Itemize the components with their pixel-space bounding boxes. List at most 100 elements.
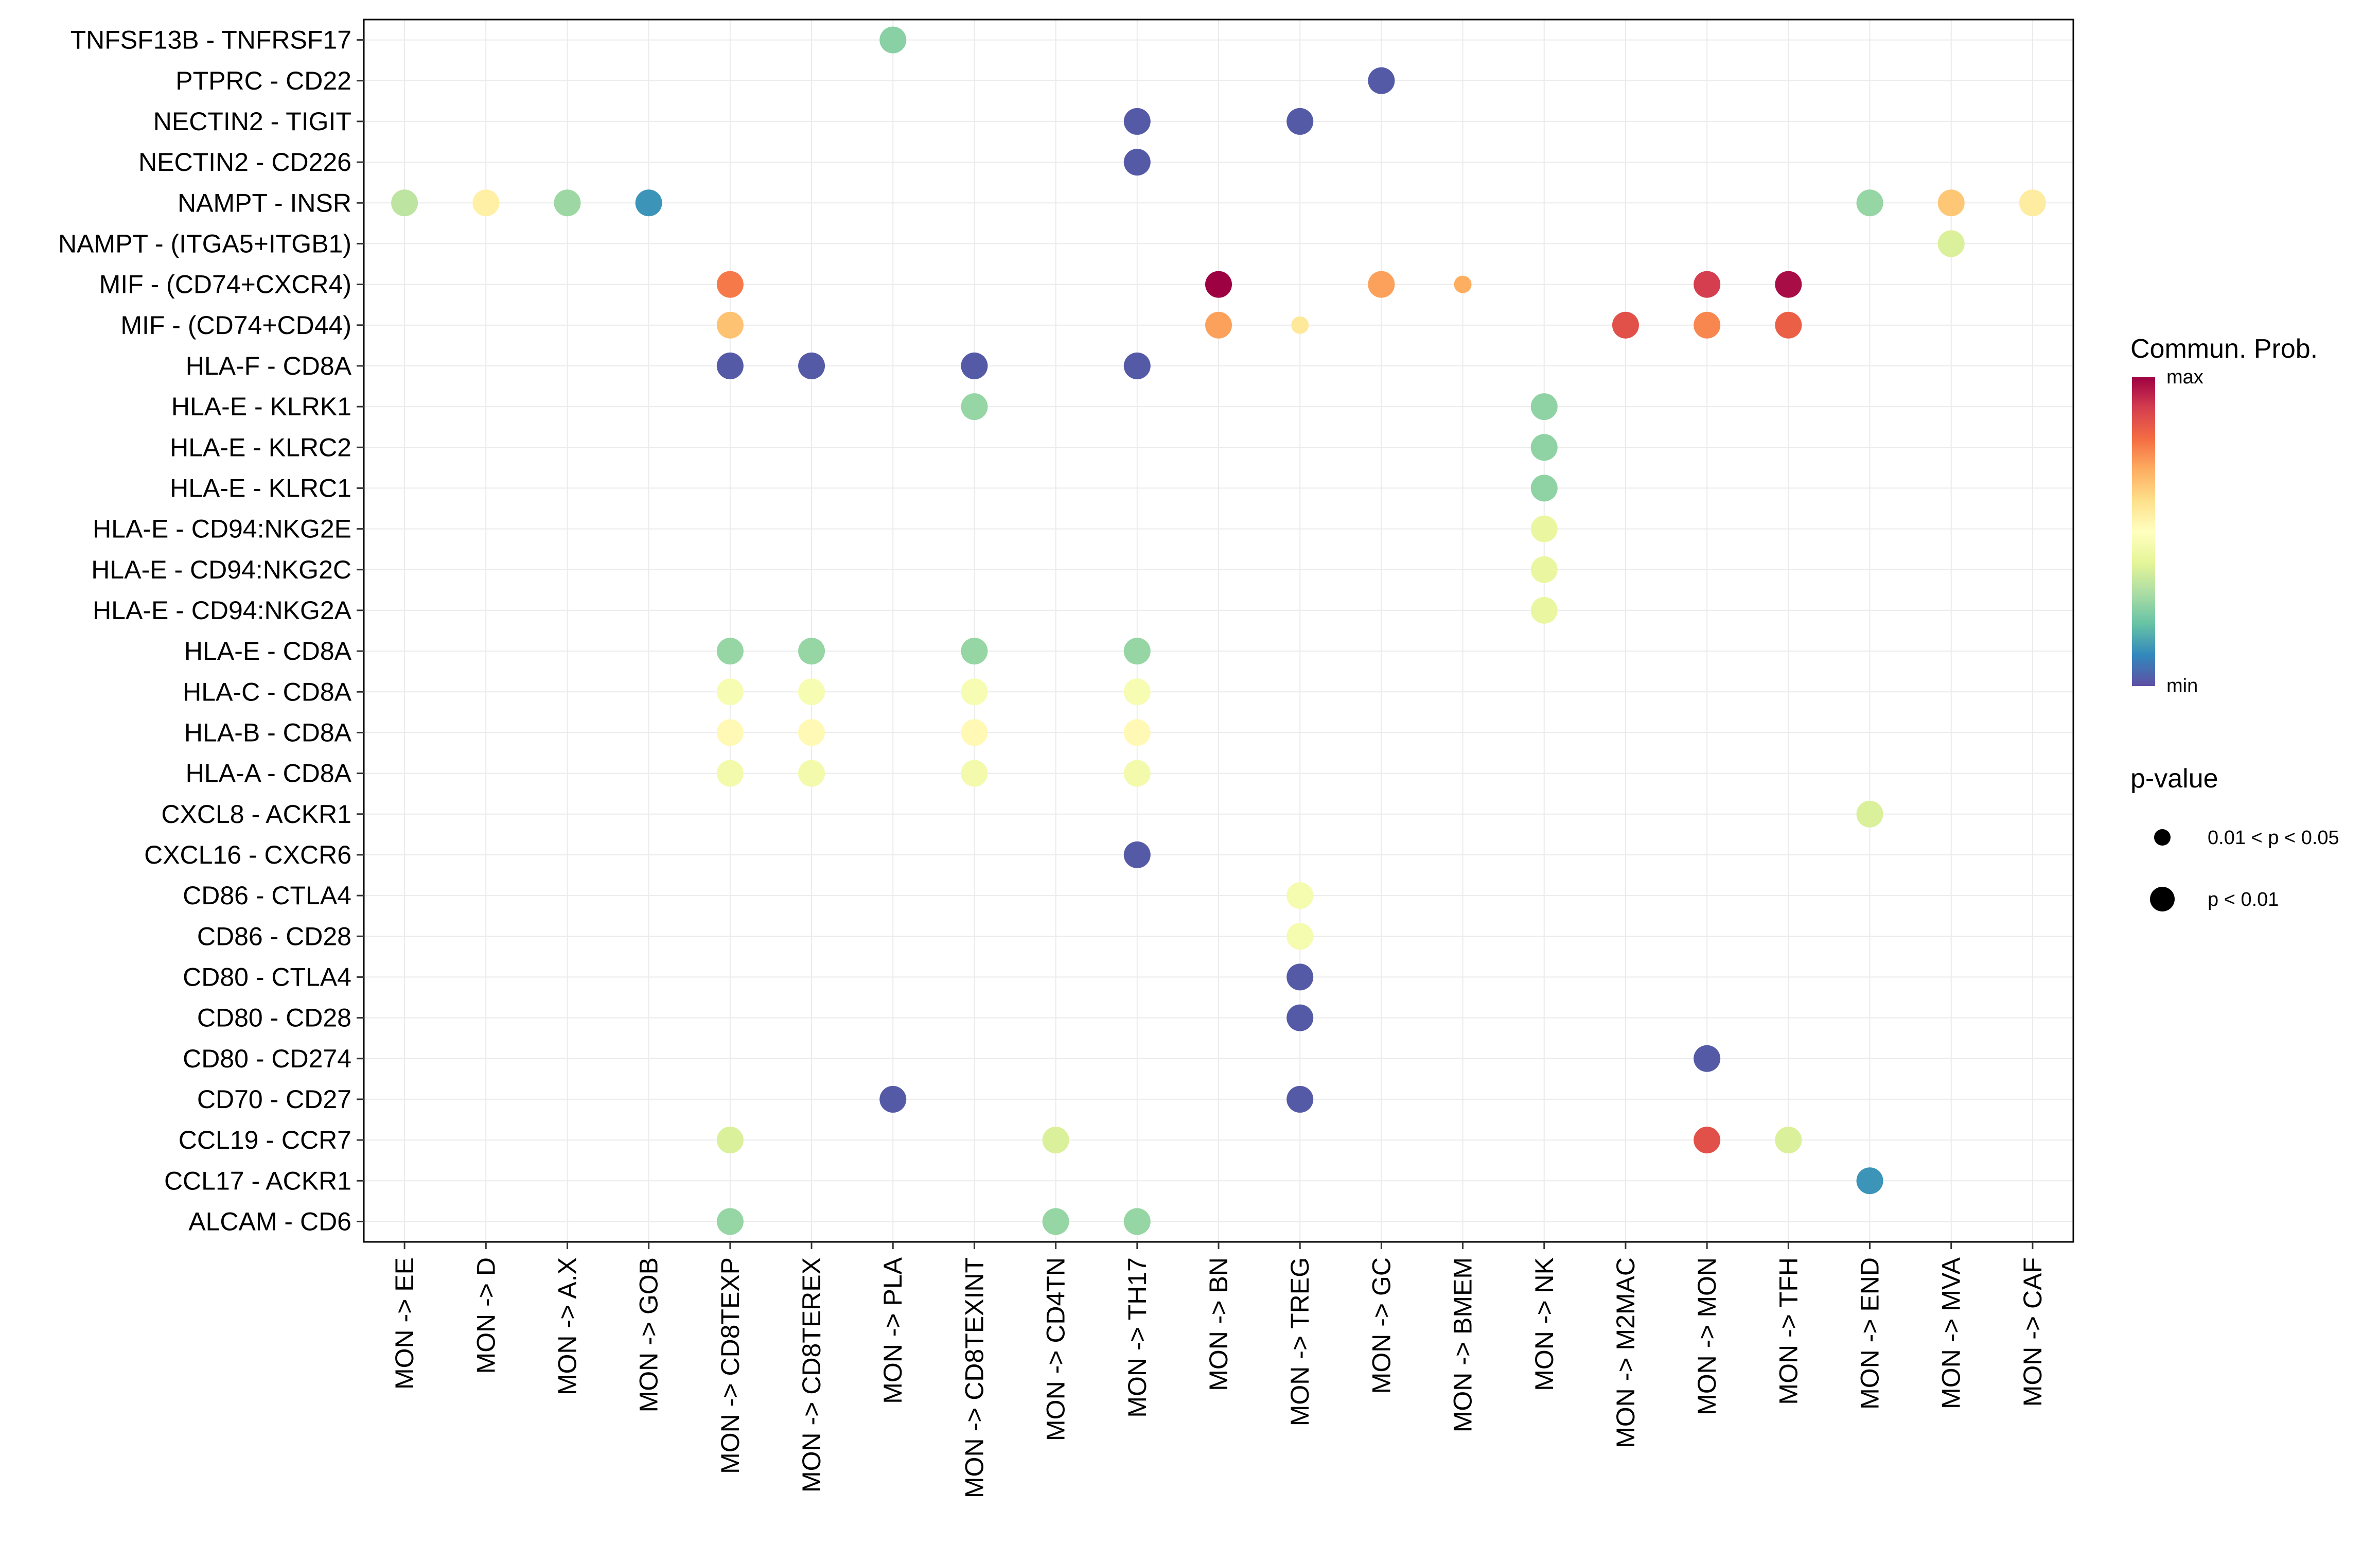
color-legend-max-label: max (2166, 366, 2203, 388)
data-point (961, 638, 988, 665)
data-point (798, 760, 825, 787)
data-point (1286, 963, 1314, 991)
data-point (1042, 1208, 1069, 1235)
x-tick-label: MON -> CD4TN (1042, 1257, 1070, 1441)
y-tick-label: CXCL16 - CXCR6 (144, 840, 351, 869)
data-point (1530, 515, 1558, 542)
size-legend-large-dot (2150, 887, 2175, 911)
data-point (716, 352, 744, 379)
data-point (716, 760, 744, 787)
x-tick-label: MON -> A.X (553, 1257, 581, 1395)
data-point (1123, 841, 1151, 868)
data-point (798, 678, 825, 706)
data-point (1775, 271, 1802, 298)
data-point (961, 760, 988, 787)
data-point (1530, 475, 1558, 502)
y-tick-label: MIF - (CD74+CD44) (120, 311, 351, 340)
size-legend-small-dot (2154, 829, 2171, 846)
data-point (1291, 316, 1309, 334)
x-tick-label: MON -> CD8TEXP (716, 1257, 745, 1474)
data-point (472, 189, 500, 217)
y-tick-label: PTPRC - CD22 (175, 66, 351, 95)
y-tick-label: HLA-E - KLRK1 (171, 392, 351, 421)
data-point (1286, 108, 1314, 135)
x-tick-label: MON -> M2MAC (1611, 1257, 1640, 1448)
grid-lines (364, 20, 2073, 1242)
x-tick-label: MON -> NK (1530, 1257, 1559, 1391)
y-tick-label: HLA-E - CD94:NKG2E (93, 515, 351, 543)
y-axis: TNFSF13B - TNFRSF17 PTPRC - CD22 NECTIN2 -… (58, 26, 364, 1236)
data-point (716, 638, 744, 665)
data-point (1123, 108, 1151, 135)
color-legend-title: Commun. Prob. (2130, 334, 2318, 364)
x-tick-label: MON -> END (1856, 1257, 1884, 1410)
y-tick-label: CD86 - CD28 (197, 922, 351, 951)
data-point (1694, 271, 1721, 298)
y-tick-label: CD86 - CTLA4 (183, 881, 351, 910)
size-legend-title: p-value (2130, 764, 2218, 794)
data-point (1123, 719, 1151, 746)
data-point (1042, 1127, 1069, 1154)
data-point (1856, 800, 1883, 828)
data-point (1123, 149, 1151, 176)
size-legend: p-value 0.01 < p < 0.05 p < 0.01 (2130, 764, 2339, 911)
x-tick-label: MON -> GC (1367, 1257, 1396, 1394)
y-tick-label: NECTIN2 - CD226 (138, 148, 351, 177)
data-point (1937, 189, 1965, 217)
data-point (1530, 434, 1558, 461)
data-point (961, 719, 988, 746)
x-tick-label: MON -> CD8TEREX (797, 1257, 826, 1493)
x-tick-label: MON -> GOB (634, 1257, 663, 1412)
x-tick-label: MON -> BN (1204, 1257, 1233, 1391)
data-point (1205, 271, 1232, 298)
data-point (1775, 311, 1802, 339)
x-tick-label: MON -> TFH (1774, 1257, 1803, 1405)
data-point (1694, 1127, 1721, 1154)
data-point (716, 1127, 744, 1154)
data-point (1123, 352, 1151, 379)
color-legend: Commun. Prob. max min (2130, 334, 2318, 697)
y-tick-label: HLA-E - KLRC1 (170, 473, 351, 502)
y-tick-label: HLA-E - CD94:NKG2C (91, 555, 351, 584)
y-tick-label: CCL17 - ACKR1 (164, 1166, 351, 1195)
y-tick-label: HLA-A - CD8A (186, 759, 352, 788)
data-point (391, 189, 418, 217)
data-point (961, 678, 988, 706)
color-legend-bar (2132, 377, 2155, 686)
y-tick-label: ALCAM - CD6 (188, 1207, 351, 1236)
y-tick-label: CD80 - CD28 (197, 1004, 351, 1032)
data-point (716, 1208, 744, 1235)
y-tick-label: TNFSF13B - TNFRSF17 (70, 26, 351, 55)
data-point (1856, 1167, 1883, 1195)
x-tick-label: MON -> TREG (1285, 1257, 1314, 1426)
y-tick-label: HLA-F - CD8A (186, 352, 352, 380)
x-tick-label: MON -> MON (1693, 1257, 1721, 1415)
data-point (716, 678, 744, 706)
data-point (716, 271, 744, 298)
data-point (1530, 393, 1558, 420)
data-point (1694, 1045, 1721, 1072)
data-point (879, 26, 907, 54)
data-point (1368, 67, 1395, 94)
data-point (879, 1085, 907, 1113)
size-legend-large-label: p < 0.01 (2208, 889, 2279, 910)
y-tick-label: CD80 - CD274 (183, 1044, 351, 1073)
x-tick-label: MON -> CD8TEXINT (960, 1257, 989, 1498)
data-point (798, 719, 825, 746)
data-point (961, 352, 988, 379)
data-point (1368, 271, 1395, 298)
y-tick-label: HLA-C - CD8A (183, 677, 351, 706)
data-point (716, 719, 744, 746)
data-point (2019, 189, 2046, 217)
data-point (798, 352, 825, 379)
data-point (1123, 678, 1151, 706)
x-tick-label: MON -> TH17 (1123, 1257, 1152, 1418)
y-tick-label: CCL19 - CCR7 (179, 1126, 351, 1154)
y-tick-label: CXCL8 - ACKR1 (161, 800, 351, 829)
data-point (1856, 189, 1883, 217)
data-point (798, 638, 825, 665)
data-point (1694, 311, 1721, 339)
y-tick-label: MIF - (CD74+CXCR4) (99, 270, 351, 299)
data-point (1286, 923, 1314, 950)
y-tick-label: NECTIN2 - TIGIT (153, 107, 351, 136)
